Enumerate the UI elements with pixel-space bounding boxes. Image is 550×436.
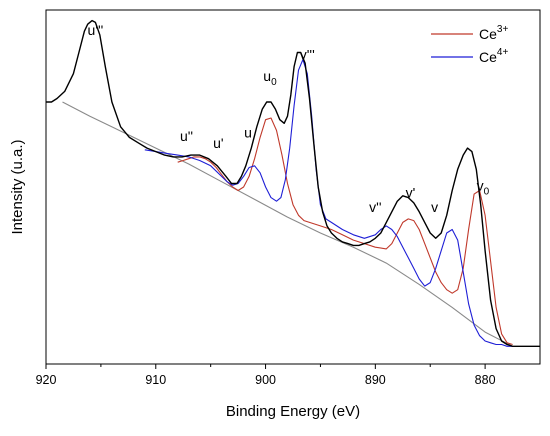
peak-label: v'' — [369, 199, 381, 215]
peak-label: v — [431, 199, 438, 215]
peak-label: u' — [213, 135, 223, 151]
peak-label: u''' — [87, 22, 103, 38]
x-ticks: 920 910 900 890 880 — [36, 364, 496, 387]
legend-label: Ce4+ — [479, 47, 508, 65]
envelope-series-line — [46, 19, 540, 347]
legend: Ce3+ Ce4+ — [431, 24, 508, 65]
x-tick-label: 890 — [365, 373, 386, 387]
peak-label: u'' — [180, 128, 193, 144]
peak-labels: u''' u'' u' u u0 v''' v'' v' v v0 — [87, 22, 489, 215]
x-tick-label: 910 — [145, 373, 166, 387]
peak-label: v0 — [477, 178, 490, 198]
x-tick-label: 920 — [36, 373, 57, 387]
plot-frame — [45, 9, 541, 365]
peak-label: v''' — [300, 47, 315, 63]
x-tick-label: 900 — [255, 373, 276, 387]
background-series-line — [62, 101, 513, 347]
peak-label: v' — [406, 185, 416, 201]
peak-label: u0 — [263, 68, 277, 88]
y-axis-title: Intensity (u.a.) — [9, 139, 26, 234]
series-layer — [46, 19, 540, 347]
x-axis-title: Binding Energy (eV) — [226, 403, 360, 420]
x-tick-label: 880 — [475, 373, 496, 387]
legend-label: Ce3+ — [479, 24, 508, 42]
ce4--series-line — [144, 59, 513, 347]
peak-label: u — [244, 124, 252, 140]
